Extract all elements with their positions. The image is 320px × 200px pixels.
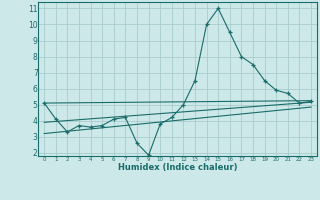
X-axis label: Humidex (Indice chaleur): Humidex (Indice chaleur) — [118, 163, 237, 172]
